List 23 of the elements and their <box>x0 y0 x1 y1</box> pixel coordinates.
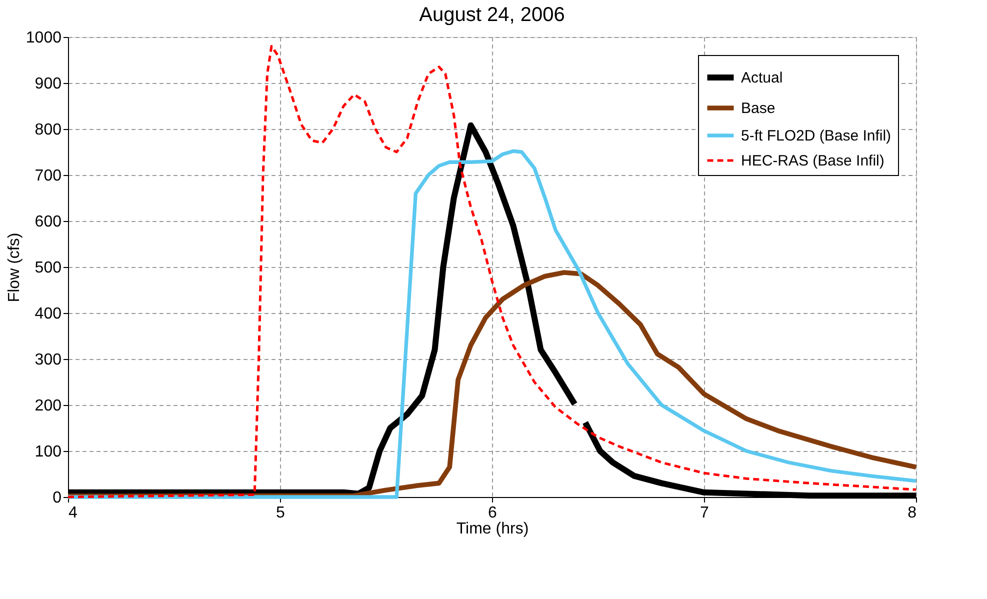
chart-title: August 24, 2006 <box>419 4 565 26</box>
y-tick-label: 500 <box>34 260 62 276</box>
y-tick-label: 200 <box>34 398 62 414</box>
x-tick-label: 8 <box>908 504 917 522</box>
y-tick-label: 700 <box>34 168 62 184</box>
x-tick-label: 7 <box>700 504 710 522</box>
x-axis-title: Time (hrs) <box>456 520 529 538</box>
x-tick-label: 5 <box>276 504 286 522</box>
y-tick-label: 600 <box>34 214 62 230</box>
y-tick-label: 0 <box>52 490 62 506</box>
y-tick-label: 1000 <box>26 30 62 46</box>
y-axis-title: Flow (cfs) <box>6 232 23 302</box>
x-tick-label: 4 <box>68 504 78 522</box>
y-tick-label: 900 <box>34 76 62 92</box>
legend-label: Base <box>741 100 776 117</box>
legend-label: Actual <box>741 70 783 86</box>
y-tick-label: 300 <box>34 352 62 368</box>
legend-label: HEC-RAS (Base Infil) <box>741 152 884 170</box>
y-tick-label: 400 <box>34 306 62 322</box>
x-tick-label: 6 <box>488 504 498 522</box>
y-tick-label: 100 <box>34 444 62 460</box>
legend-label: 5-ft FLO2D (Base Infil) <box>741 128 892 144</box>
y-tick-label: 800 <box>34 122 62 138</box>
